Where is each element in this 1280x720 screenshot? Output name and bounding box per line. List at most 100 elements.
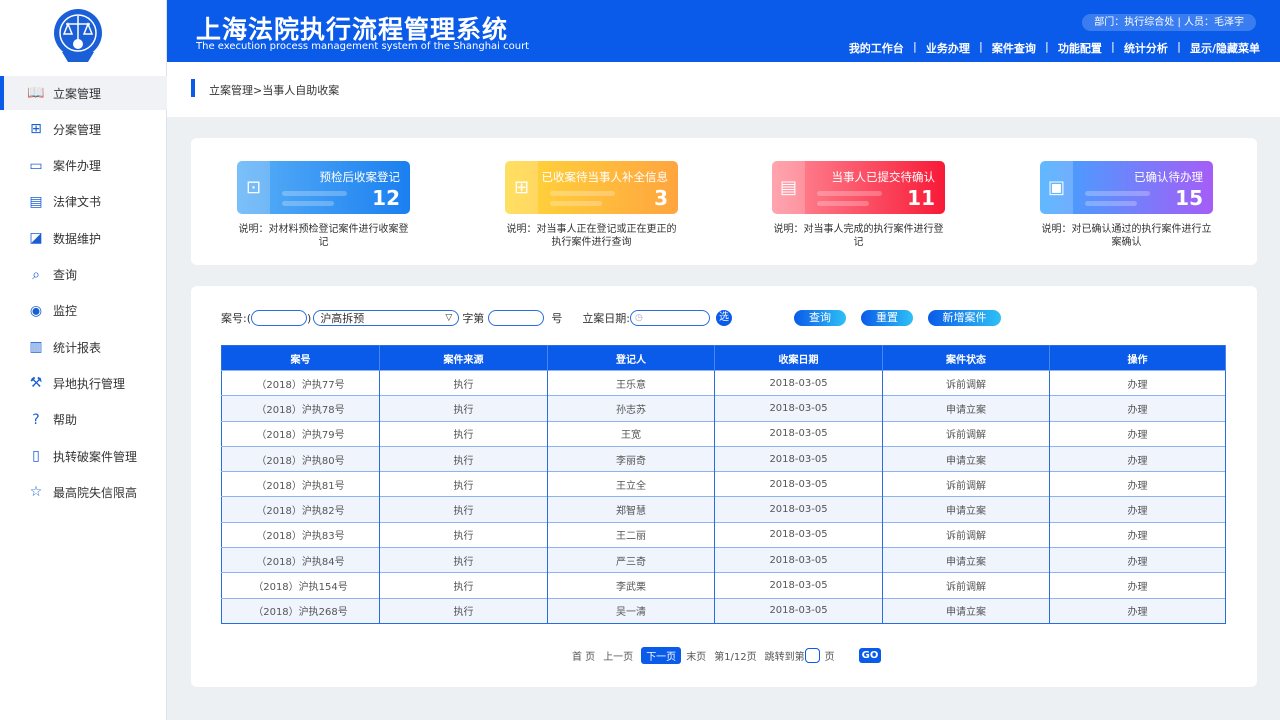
date-label: 立案日期: (582, 312, 631, 325)
handle-action-link[interactable]: 办理 (1049, 420, 1226, 447)
chevron-down-icon: ▽ (445, 313, 453, 323)
prev-page-link[interactable]: 上一页 (603, 652, 634, 663)
sidebar-item-label: 异地执行管理 (53, 376, 126, 391)
sidebar-item[interactable]: ▤ 法律文书 (0, 185, 167, 219)
add-case-button[interactable]: 新增案件 (928, 310, 1001, 326)
sidebar-item[interactable]: ▥ 统计报表 (0, 330, 167, 364)
table-cell: 执行 (379, 420, 548, 447)
handle-action-link[interactable]: 办理 (1049, 547, 1226, 573)
table-cell: （2018）沪执81号 (221, 471, 380, 497)
sidebar-item[interactable]: ▯ 执转破案件管理 (0, 439, 167, 473)
stat-value: 15 (1175, 186, 1203, 210)
table-cell: 申请立案 (882, 445, 1050, 472)
sidebar-item[interactable]: ☆ 最高院失信限高 (0, 475, 167, 509)
go-button[interactable]: GO (858, 648, 882, 663)
stat-value: 11 (907, 186, 935, 210)
table-cell: （2018）沪执78号 (221, 395, 380, 422)
column-header: 案件来源 (379, 345, 548, 371)
handle-action-link[interactable]: 办理 (1049, 471, 1226, 497)
decor-line (1085, 191, 1150, 196)
table-cell: 2018-03-05 (714, 471, 883, 497)
decor-line (282, 201, 334, 206)
year-input[interactable] (251, 310, 308, 326)
table-cell: 执行 (379, 395, 548, 422)
table-row: （2018）沪执83号 执行 王二丽 2018-03-05 诉前调解 办理 (221, 521, 1226, 548)
handle-action-link[interactable]: 办理 (1049, 445, 1226, 472)
handle-action-link[interactable]: 办理 (1049, 369, 1226, 396)
sidebar-item-label: 法律文书 (53, 195, 102, 210)
monitor-icon: ▭ (29, 157, 43, 174)
stat-card[interactable]: ⊞ 已收案待当事人补全信息 3 (505, 161, 678, 214)
sidebar-item[interactable]: 📖 立案管理 (0, 76, 167, 110)
table-cell: 2018-03-05 (714, 521, 883, 548)
table-row: （2018）沪执78号 执行 孙志苏 2018-03-05 申请立案 办理 (221, 395, 1226, 422)
handle-action-link[interactable]: 办理 (1049, 572, 1226, 599)
paren-close: ) (307, 311, 312, 325)
sidebar-item-label: 统计报表 (53, 340, 102, 355)
date-pick-button[interactable]: 选 (716, 310, 733, 326)
hao-label: 号 (551, 312, 563, 325)
stat-card[interactable]: ⊡ 预检后收案登记 12 (237, 161, 410, 214)
top-nav-item[interactable]: 我的工作台 (848, 42, 904, 55)
next-page-link[interactable]: 下一页 (641, 647, 682, 664)
page-info: 第1/12页 (714, 652, 757, 663)
court-emblem-logo (54, 9, 102, 62)
top-nav-item[interactable]: 显示/隐藏菜单 (1189, 42, 1260, 55)
stat-label: 已确认待办理 (1134, 170, 1203, 184)
table-cell: 2018-03-05 (714, 369, 883, 396)
table-cell: 2018-03-05 (714, 572, 883, 599)
date-input[interactable]: ◷ (630, 310, 711, 326)
decor-line (1085, 201, 1137, 206)
stat-description: 说明：对材料预检登记案件进行收案登记 (238, 224, 409, 248)
reset-button[interactable]: 重置 (861, 310, 913, 326)
stat-card[interactable]: ▤ 当事人已提交待确认 11 (772, 161, 945, 214)
query-button[interactable]: 查询 (794, 310, 846, 326)
table-cell: （2018）沪执268号 (221, 597, 380, 624)
table-cell: 吴一清 (547, 597, 715, 624)
table-cell: 执行 (379, 572, 548, 599)
top-nav-item[interactable]: 功能配置 (1057, 42, 1102, 55)
decor-line (282, 191, 347, 196)
sidebar-item[interactable]: ◉ 监控 (0, 294, 167, 328)
sidebar-item-label: 立案管理 (53, 86, 102, 101)
clock-icon: ◷ (635, 313, 643, 323)
sidebar-item[interactable]: ▭ 案件办理 (0, 149, 167, 183)
table-cell: 2018-03-05 (714, 420, 883, 447)
sidebar-item[interactable]: ⚒ 异地执行管理 (0, 366, 167, 400)
table-cell: 诉前调解 (882, 369, 1050, 396)
jump-page-input[interactable] (804, 648, 820, 663)
nav-separator: | (1044, 40, 1049, 53)
number-input[interactable] (488, 310, 545, 326)
help-icon: ? (32, 411, 40, 428)
sidebar-item-label: 监控 (53, 304, 78, 319)
table-row: （2018）沪执84号 执行 严三奇 2018-03-05 申请立案 办理 (221, 547, 1226, 573)
table-row: （2018）沪执80号 执行 李丽奇 2018-03-05 申请立案 办理 (221, 445, 1226, 472)
sidebar-item[interactable]: ? 帮助 (0, 403, 167, 437)
breadcrumb: 立案管理>当事人自助收案 (209, 84, 340, 97)
top-nav-item[interactable]: 案件查询 (991, 42, 1036, 55)
table-cell: 申请立案 (882, 597, 1050, 624)
stat-card[interactable]: ▣ 已确认待办理 15 (1040, 161, 1213, 214)
handle-action-link[interactable]: 办理 (1049, 395, 1226, 422)
handle-action-link[interactable]: 办理 (1049, 496, 1226, 523)
top-nav-item[interactable]: 业务办理 (925, 42, 970, 55)
sidebar-item[interactable]: ⌕ 查询 (0, 258, 167, 292)
stat-value: 3 (654, 186, 668, 210)
page-label: 页 (824, 652, 835, 663)
handle-action-link[interactable]: 办理 (1049, 521, 1226, 548)
table-cell: 执行 (379, 445, 548, 472)
sidebar-item-label: 数据维护 (53, 231, 102, 246)
table-cell: 诉前调解 (882, 521, 1050, 548)
jump-label: 跳转到第 (764, 652, 805, 663)
sidebar-item[interactable]: ◪ 数据维护 (0, 221, 167, 255)
stat-description: 说明：对已确认通过的执行案件进行立案确认 (1041, 224, 1212, 248)
top-nav-item[interactable]: 统计分析 (1123, 42, 1168, 55)
last-page-link[interactable]: 末页 (686, 652, 707, 663)
sidebar-item[interactable]: ⊞ 分案管理 (0, 112, 167, 146)
book-icon: 📖 (27, 85, 45, 101)
table-cell: 执行 (379, 496, 548, 523)
court-select[interactable]: 沪高拆预 ▽ (313, 310, 460, 326)
handle-action-link[interactable]: 办理 (1049, 597, 1226, 624)
first-page-link[interactable]: 首 页 (572, 652, 596, 663)
computer-icon: ▣ (1040, 161, 1073, 214)
